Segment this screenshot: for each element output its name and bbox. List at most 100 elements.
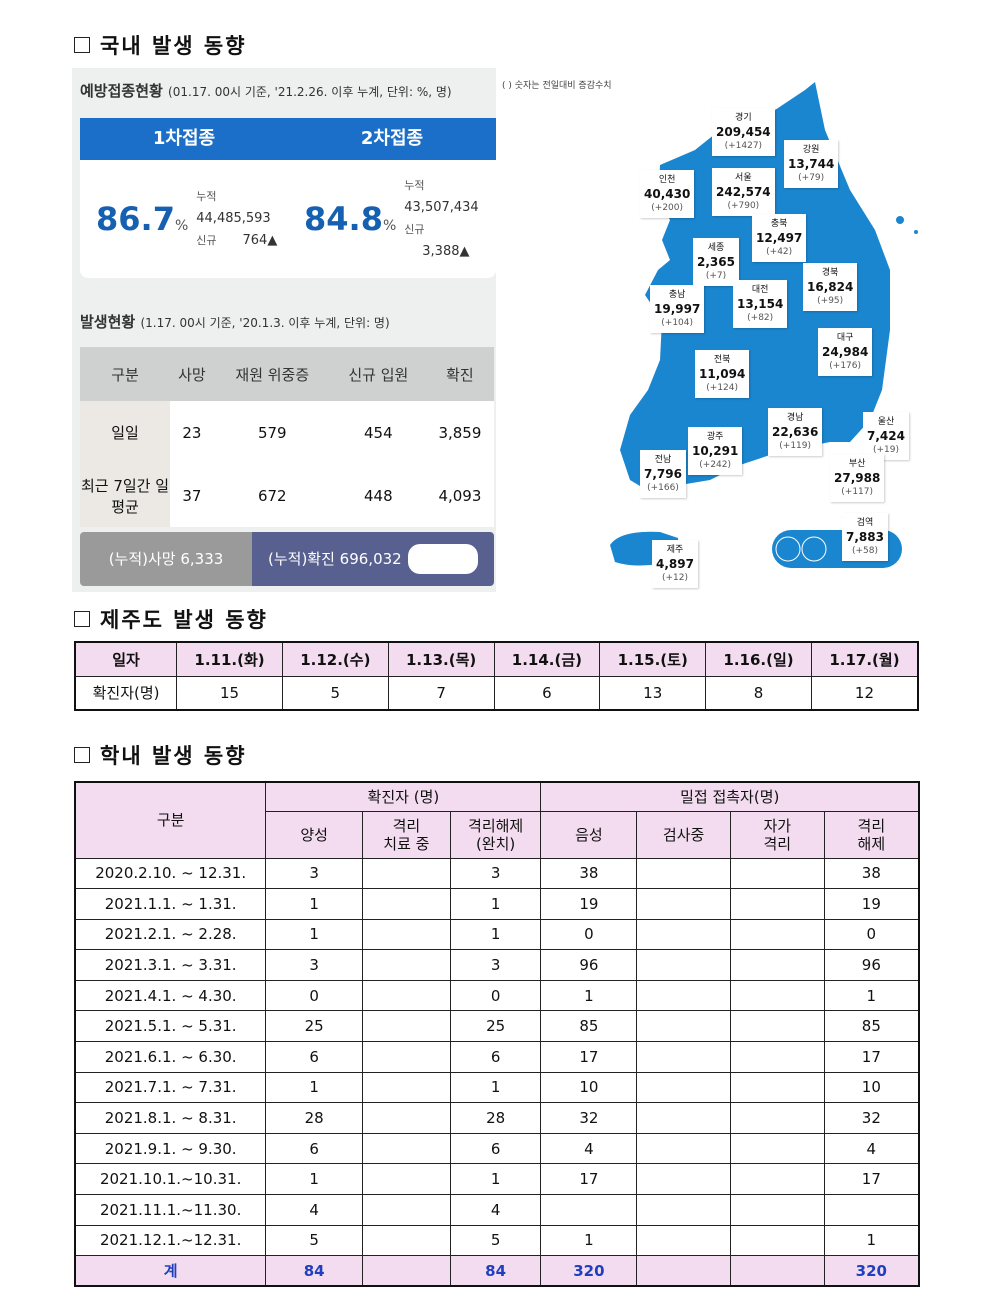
table-cell: 2021.10.1.~10.31. [74,1163,267,1196]
vaccination-stats: 86.7% 누적44,485,593 신규 764▲ 84.8% 누적43,507,… [80,160,496,278]
region-label: 충북 12,497 (+42) [752,214,807,262]
table-cell: 10 [540,1071,638,1104]
vaccination-occurrence-panel: 예방접종현황 (01.17. 00시 기준, '21.2.26. 이후 누계, … [72,68,496,592]
table-row: 2021.11.1.~11.30. 4 4 [74,1194,920,1226]
table-cell: 2021.6.1. ~ 6.30. [74,1041,267,1073]
region-label: 서울 242,574 (+790) [712,168,775,216]
table-cell: 1 [540,979,638,1012]
region-label: 대구 24,984 (+176) [818,328,873,376]
table-row: 일일 23 579 454 3,859 [80,401,494,464]
table-cell: 28 [449,1102,542,1134]
school-table: 구분 확진자 (명) 밀접 접촉자(명) 양성 격리 치료 중 격리해제 (완치) 음성 검사중… [74,781,920,1288]
column-header: 양성 [265,810,364,859]
airplane-icon [775,536,801,562]
table-cell [636,888,731,920]
region-label: 세종 2,365 (+7) [693,238,739,286]
table-cell: 17 [823,1163,920,1196]
cumulative-bar: (누적)사망 6,333 (누적)확진 696,032 [80,532,494,586]
table-cell: 4 [449,1194,542,1226]
table-cell [729,1163,825,1196]
region-label: 울산 7,424 (+19) [863,412,909,460]
table-cell [729,1010,825,1043]
column-header: 일자 [74,641,178,677]
table-cell [729,1224,825,1257]
table-cell [636,1224,731,1257]
table-cell: 4 [265,1194,364,1226]
table-cell [362,1010,451,1043]
table-cell [636,1041,731,1073]
table-cell: 4 [823,1132,920,1165]
table-cell [362,1071,451,1104]
region-label: 대전 13,154 (+82) [733,280,788,328]
blank-pill [408,544,478,574]
table-cell: 5 [265,1224,364,1257]
region-label: 부산 27,988 (+117) [830,454,885,502]
table-cell: 84 [265,1255,364,1287]
region-label: 전북 11,094 (+124) [695,350,750,398]
table-cell [636,1102,731,1134]
map-note: ( ) 숫자는 전일대비 증감수치 [502,81,612,91]
table-cell: 320 [540,1255,638,1287]
table-row: 2021.8.1. ~ 8.31. 28 28 32 32 [74,1102,920,1134]
table-cell: 1 [265,918,364,951]
table-cell: 1 [823,979,920,1012]
table-cell [729,918,825,951]
dose2-stat: 84.8% 누적43,507,434 신규3,388▲ [304,179,479,259]
table-cell: 3 [449,949,542,981]
table-row: 2021.4.1. ~ 4.30. 0 0 1 1 [74,979,920,1012]
table-cell: 1 [449,1163,542,1196]
table-cell: 2021.9.1. ~ 9.30. [74,1132,267,1165]
table-cell: 1 [449,888,542,920]
table-cell [362,1102,451,1134]
table-cell: 2021.11.1.~11.30. [74,1194,267,1226]
column-header: 1.13.(목) [387,641,495,677]
region-label: 경기 209,454 (+1427) [712,108,775,156]
table-cell: 1 [265,1071,364,1104]
table-cell: 5 [449,1224,542,1257]
table-cell: 2021.3.1. ~ 3.31. [74,949,267,981]
column-header: 1.16.(일) [705,641,812,677]
table-cell: 6 [493,675,601,711]
column-header: 1.14.(금) [493,641,601,677]
column-header: 자가 격리 [729,810,825,859]
table-cell [729,1194,825,1226]
table-cell: 10 [823,1071,920,1104]
total-row: 계 84 84 320 320 [74,1255,920,1287]
vaccination-header: 1차접종 2차접종 [80,118,496,160]
table-cell: 3 [265,949,364,981]
table-cell [362,857,451,890]
table-cell [636,1194,731,1226]
table-row: 2021.7.1. ~ 7.31. 1 1 10 10 [74,1071,920,1104]
table-cell: 2021.4.1. ~ 4.30. [74,979,267,1012]
table-cell: 2021.8.1. ~ 8.31. [74,1102,267,1134]
section-heading-school: 학내 발생 동향 [74,740,247,770]
region-label: 검역 7,883 (+58) [842,513,888,561]
korea-map: 경기 209,454 (+1427) 강원 13,744 (+79) 인천 40,430(… [600,70,920,590]
dose1-stat: 86.7% 누적44,485,593 신규 764▲ [96,190,278,248]
table-cell: 12 [810,675,919,711]
table-cell [636,1132,731,1165]
table-row: 2021.2.1. ~ 2.28. 1 1 0 0 [74,918,920,951]
region-label: 경북 16,824 (+95) [803,263,858,311]
table-cell: 96 [823,949,920,981]
table-cell: 6 [265,1041,364,1073]
table-cell: 84 [449,1255,542,1287]
region-label: 충남 19,997 (+104) [650,285,705,333]
column-header: 격리 해제 [823,810,920,859]
table-cell: 32 [540,1102,638,1134]
table-row: 2021.1.1. ~ 1.31. 1 1 19 19 [74,888,920,920]
table-cell: 0 [449,979,542,1012]
table-cell: 25 [449,1010,542,1043]
table-row: 2021.10.1.~10.31. 1 1 17 17 [74,1163,920,1196]
table-cell [362,918,451,951]
table-cell: 96 [540,949,638,981]
table-cell: 2021.12.1.~12.31. [74,1224,267,1257]
table-cell [729,949,825,981]
region-label: 강원 13,744 (+79) [784,140,839,188]
table-cell [636,918,731,951]
table-cell: 85 [823,1010,920,1043]
table-cell [636,1163,731,1196]
table-cell: 3 [449,857,542,890]
table-cell [636,1010,731,1043]
table-cell [729,1041,825,1073]
